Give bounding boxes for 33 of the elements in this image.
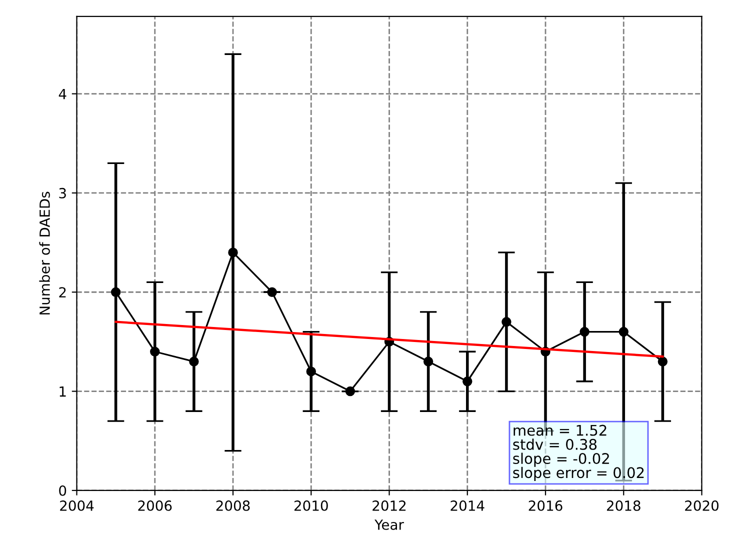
point bbox=[618, 326, 628, 337]
y-tick-label: 0 bbox=[59, 485, 66, 496]
annotation: slope error = 0.02 bbox=[513, 466, 644, 481]
point bbox=[462, 376, 472, 386]
point bbox=[150, 346, 160, 356]
x-tick-label: 2018 bbox=[606, 500, 640, 511]
point bbox=[658, 356, 668, 366]
x-tick-label: 2004 bbox=[60, 500, 94, 511]
y-axis-title: Number of DAEDs bbox=[39, 192, 50, 314]
x-tick-label: 2008 bbox=[216, 500, 250, 511]
point bbox=[345, 386, 356, 396]
point bbox=[267, 287, 277, 297]
y-tick-label: 1 bbox=[60, 386, 66, 397]
x-tick-label: 2020 bbox=[685, 500, 719, 511]
y-tick-label: 4 bbox=[58, 88, 66, 100]
point bbox=[423, 356, 434, 366]
point bbox=[189, 356, 199, 366]
point bbox=[110, 287, 121, 297]
x-tick-label: 2014 bbox=[450, 500, 484, 511]
x-tick-label: 2010 bbox=[294, 500, 328, 511]
y-tick-label: 3 bbox=[59, 188, 66, 198]
x-tick-label: 2016 bbox=[528, 500, 562, 511]
annotation: stdv = 0.38 bbox=[513, 438, 597, 450]
x-axis-title: Year bbox=[374, 520, 404, 530]
annotation: slope = -0.02 bbox=[513, 452, 609, 467]
point bbox=[228, 248, 238, 258]
x-tick-label: 2012 bbox=[372, 500, 406, 511]
x-tick-label: 2006 bbox=[138, 500, 172, 511]
annotation: mean = 1.52 bbox=[514, 424, 606, 436]
point bbox=[502, 317, 512, 327]
point bbox=[580, 326, 590, 337]
y-tick-label: 2 bbox=[59, 287, 66, 298]
point bbox=[306, 366, 316, 376]
